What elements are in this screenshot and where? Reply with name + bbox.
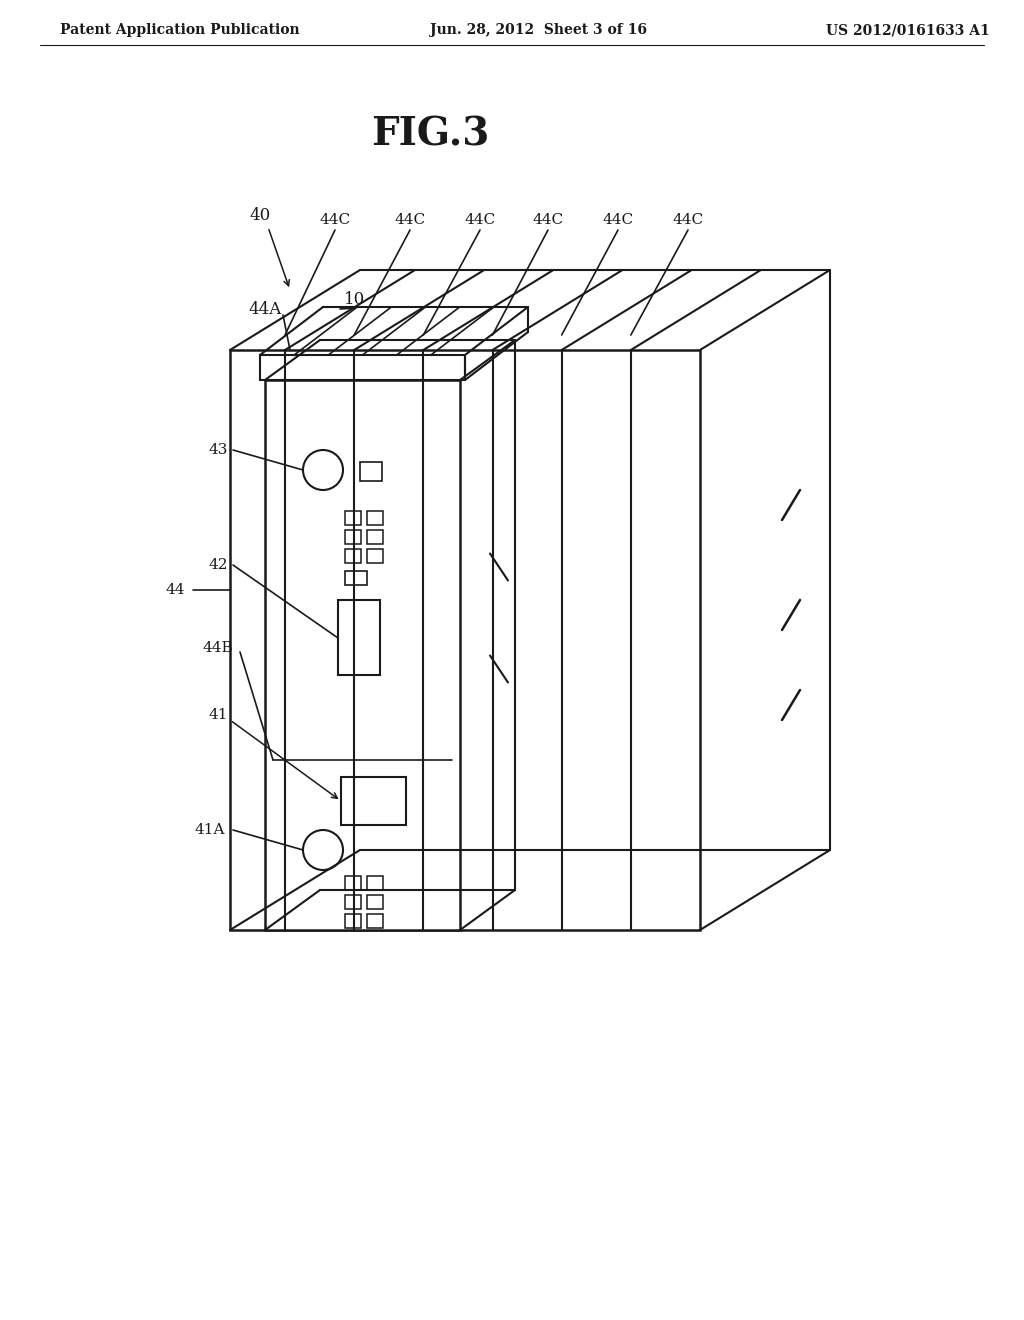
Bar [345,549,361,564]
Bar [230,350,700,931]
Bar [345,511,361,525]
Text: 44C: 44C [394,213,426,227]
Bar [367,913,383,928]
Bar [341,777,406,825]
Text: 44C: 44C [673,213,703,227]
Bar [367,511,383,525]
Bar [265,380,460,931]
Bar [345,876,361,890]
Bar [345,895,361,909]
Text: 40: 40 [250,206,270,223]
Text: 10: 10 [344,292,366,309]
Text: 44C: 44C [602,213,634,227]
Bar [367,549,383,564]
Text: Jun. 28, 2012  Sheet 3 of 16: Jun. 28, 2012 Sheet 3 of 16 [430,22,647,37]
Text: 41: 41 [208,708,227,722]
Bar [338,601,380,675]
Bar [345,531,361,544]
Bar [345,572,367,585]
Bar [367,895,383,909]
Text: US 2012/0161633 A1: US 2012/0161633 A1 [826,22,990,37]
Text: 41A: 41A [195,822,225,837]
Text: 44C: 44C [465,213,496,227]
Bar [345,913,361,928]
Bar [367,876,383,890]
Text: 44B: 44B [203,642,233,655]
Text: 42: 42 [208,558,227,572]
Text: FIG.3: FIG.3 [371,116,489,154]
Text: 43: 43 [208,444,227,457]
Bar [367,531,383,544]
Bar [260,355,465,380]
Text: 44C: 44C [532,213,563,227]
Text: 44A: 44A [249,301,282,318]
Bar [360,462,382,480]
Text: 44: 44 [165,583,184,597]
Text: Patent Application Publication: Patent Application Publication [60,22,300,37]
Text: 44C: 44C [319,213,350,227]
